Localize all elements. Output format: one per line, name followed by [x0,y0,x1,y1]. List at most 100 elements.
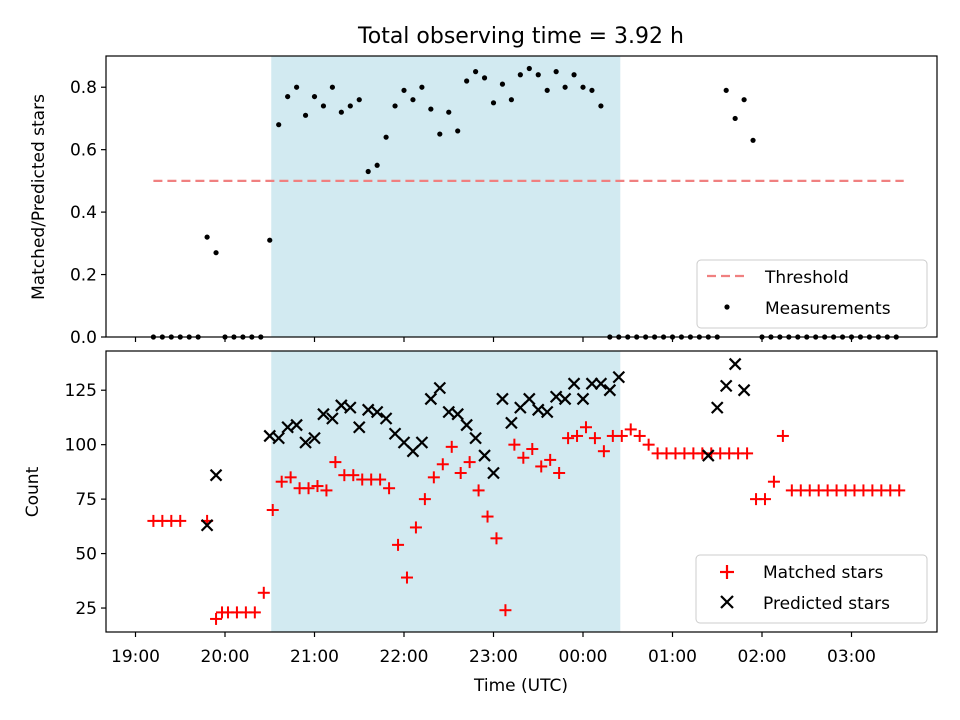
measurement-point [338,109,344,115]
matched-star-marker [767,475,780,488]
measurement-point [499,81,506,87]
predicted-star-marker [326,412,339,425]
matched-star-marker [445,440,458,453]
predicted-star-marker [567,377,581,390]
predicted-star-marker [415,436,429,449]
matched-star-marker [427,471,440,484]
matched-star-marker [284,471,297,484]
top-y-tick-label: 0.0 [70,328,97,348]
matched-star-marker [400,571,413,584]
top-x-axis-ticks [134,337,853,342]
predicted-star-marker [469,431,482,445]
measurement-point [544,87,550,93]
measurement-point [526,65,532,72]
legend-predicted-swatch [720,595,734,609]
matched-stars-points [147,421,906,625]
predicted-star-marker [370,405,384,419]
predicted-star-marker [540,405,554,419]
matched-star-marker [624,423,637,436]
measurement-point [562,84,568,90]
measurement-point [446,109,452,115]
legend-measurements-swatch [724,304,730,310]
predicted-star-marker [263,429,277,443]
matched-star-marker [553,466,566,479]
predicted-star-marker [702,449,715,462]
predicted-star-marker [719,379,733,393]
matched-star-marker [588,432,601,445]
bottom-y-axis-label: Count [23,466,43,517]
bottom-observing-interval-shade [271,351,621,632]
predicted-stars-points [200,357,751,532]
predicted-star-marker [200,518,214,532]
measurement-point [517,72,523,78]
matched-star-marker [571,429,584,442]
predicted-star-marker [737,383,751,397]
top-legend: Threshold Measurements [696,259,928,329]
predicted-star-marker [710,401,724,414]
measurement-point [392,103,398,109]
matched-star-marker [741,447,754,460]
matched-star-marker [320,484,333,497]
matched-star-marker [490,532,503,545]
predicted-star-marker [496,392,509,406]
measurement-point [311,93,318,100]
matched-star-marker [311,480,324,493]
matched-star-marker [776,429,789,442]
measurement-point [481,75,488,81]
predicted-star-marker [478,449,491,462]
predicted-star-marker [612,370,626,384]
matched-star-marker [517,451,530,464]
matched-star-marker [257,586,270,599]
measurement-point [329,84,335,90]
predicted-star-marker [308,431,321,445]
measurement-point [374,162,380,168]
matched-star-marker [347,469,360,482]
predicted-star-marker [442,405,456,419]
predicted-star-marker [549,390,563,404]
matched-star-marker [302,482,315,495]
top-y-axis: 0.0 0.2 0.4 0.6 0.8 [70,78,106,348]
matched-star-marker [615,429,628,442]
matched-star-marker [275,475,288,488]
top-observing-interval-shade [271,56,621,337]
predicted-star-marker [335,399,348,412]
predicted-star-marker [523,392,536,406]
bottom-y-axis: 25 50 75 100 125 [65,381,106,619]
measurement-point [455,128,461,134]
matched-star-marker [436,458,449,471]
measurement-point [732,115,738,122]
predicted-star-marker [531,403,545,417]
bottom-y-tick-label: 100 [65,436,97,456]
measurement-point [365,168,371,175]
matched-star-marker [210,612,223,625]
x-tick-label: 03:00 [827,647,876,667]
predicted-star-marker [379,412,393,425]
predicted-star-marker [281,420,294,434]
measurement-point [598,103,604,109]
measurement-point [320,103,327,109]
predicted-star-marker [209,468,223,482]
measurement-point [535,72,541,78]
measurement-point [750,137,756,143]
x-tick-label: 19:00 [111,647,160,667]
measurement-point [347,103,353,109]
bottom-y-tick-label: 125 [65,381,97,401]
matched-star-marker [418,493,431,506]
predicted-star-marker [594,377,608,390]
matched-star-marker [526,443,539,456]
predicted-star-marker [352,420,366,434]
bottom-y-tick-label: 50 [75,545,97,565]
predicted-star-marker [728,357,742,371]
measurement-point [410,97,416,103]
measurement-point [508,97,514,103]
predicted-star-marker [576,392,590,406]
top-y-tick-label: 0.2 [70,266,97,286]
matched-star-marker [454,466,467,479]
measurement-point [302,112,309,118]
predicted-star-marker [361,403,375,417]
bottom-legend: Matched stars Predicted stars [695,554,928,624]
measurement-point [294,84,300,90]
predicted-star-marker [460,418,473,432]
matched-star-marker [463,456,476,469]
